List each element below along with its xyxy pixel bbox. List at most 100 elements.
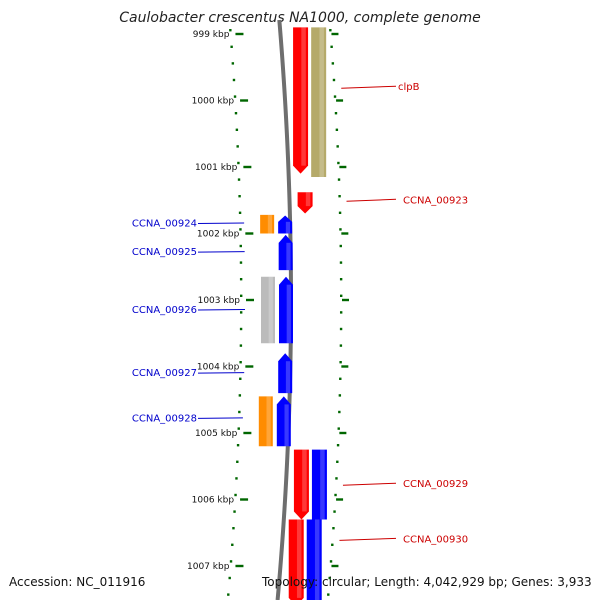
scale-dot xyxy=(239,361,242,364)
scale-dot xyxy=(239,377,242,380)
gene-shade xyxy=(296,519,302,598)
gene-shade xyxy=(268,276,273,344)
gene-shade xyxy=(284,404,289,447)
scale-dot xyxy=(333,510,336,513)
scale-dot xyxy=(339,244,342,248)
scale-dot xyxy=(332,78,336,82)
scale-dot xyxy=(237,178,241,181)
feature-label: CCNA_00930 xyxy=(403,534,468,545)
leader-line xyxy=(197,251,245,253)
major-tick xyxy=(246,298,254,302)
scale-dot xyxy=(337,427,340,430)
scale-dot xyxy=(229,29,232,32)
scale-dot xyxy=(230,45,233,48)
scale-dot xyxy=(339,344,343,347)
gene-feature xyxy=(258,396,273,447)
major-tick xyxy=(339,165,347,169)
scale-dot xyxy=(329,560,333,563)
gene-feature xyxy=(297,192,313,214)
major-tick xyxy=(341,232,349,235)
tick-label: 999 kbp xyxy=(193,30,230,40)
scale-dot xyxy=(236,444,240,447)
genes-value: Genes: 3,933 xyxy=(504,575,592,589)
gene-feature xyxy=(311,449,327,520)
gene-feature xyxy=(260,214,275,234)
scale-dot xyxy=(232,527,235,530)
gene-feature xyxy=(293,27,309,174)
scale-dot xyxy=(229,560,233,563)
major-tick xyxy=(339,431,347,435)
scale-dot xyxy=(239,261,243,264)
tick-label: 1000 kbp xyxy=(192,97,235,107)
major-tick xyxy=(331,32,339,36)
scale-dot xyxy=(336,460,339,463)
scale-dot xyxy=(235,128,239,131)
gene-shade xyxy=(302,449,307,512)
gene-feature xyxy=(278,276,293,344)
scale-dot xyxy=(234,112,238,115)
gene-shade xyxy=(301,27,306,166)
scale-dot xyxy=(238,211,242,214)
scale-dot xyxy=(236,460,239,463)
length-value: Length: 4,042,929 bp xyxy=(366,575,503,589)
scale-dot xyxy=(337,178,341,181)
scale-dot xyxy=(237,427,240,430)
gene-feature xyxy=(276,396,291,447)
leader-line xyxy=(342,482,397,486)
scale-dot xyxy=(232,78,236,82)
feature-label: CCNA_00926 xyxy=(132,305,197,316)
scale-dot xyxy=(331,543,334,546)
feature-label: CCNA_00924 xyxy=(132,219,197,230)
gene-feature xyxy=(278,215,293,234)
scale-dot xyxy=(234,493,237,497)
scale-dot xyxy=(338,394,342,397)
scale-dot xyxy=(235,477,238,480)
tick-label: 1003 kbp xyxy=(198,296,241,306)
scale-dot xyxy=(332,527,335,530)
scale-dot xyxy=(339,377,342,380)
scale-dot xyxy=(339,294,343,297)
scale-dot xyxy=(329,29,332,32)
tick-label: 1004 kbp xyxy=(197,363,240,373)
scale-dot xyxy=(227,593,230,596)
scale-dot xyxy=(339,228,342,231)
tick-label: 1002 kbp xyxy=(197,230,240,240)
leader-line xyxy=(339,537,397,541)
major-tick xyxy=(235,32,244,36)
leader-line xyxy=(346,198,397,202)
scale-dot xyxy=(239,344,243,347)
scale-dot xyxy=(239,327,243,331)
major-tick xyxy=(240,498,249,501)
scale-dot xyxy=(233,95,237,98)
minor-tick-dots xyxy=(227,29,343,596)
scale-dot xyxy=(336,145,339,148)
scale-dot xyxy=(337,161,340,165)
gene-shade xyxy=(319,27,324,177)
scale-dot xyxy=(228,576,231,580)
feature-label: CCNA_00927 xyxy=(132,368,197,379)
feature-label: CCNA_00928 xyxy=(132,413,197,424)
tick-label: 1006 kbp xyxy=(192,496,235,506)
leader-line xyxy=(197,222,245,225)
scale-dot xyxy=(333,95,337,98)
gene-feature xyxy=(260,276,275,344)
major-tick xyxy=(342,298,349,302)
feature-label: CCNA_00929 xyxy=(403,479,468,490)
gene-feature xyxy=(311,27,327,177)
topology-text: Topology: circularLength: 4,042,929 bpGe… xyxy=(262,575,592,589)
gene-shade xyxy=(286,284,291,344)
scale-dot xyxy=(335,477,338,480)
feature-labels: clpB CCNA_00923 CCNA_00924 CCNA_00925 CCNA_0… xyxy=(132,82,468,545)
major-tick xyxy=(341,365,349,368)
major-tick xyxy=(245,232,254,235)
major-tick xyxy=(240,99,249,102)
gene-feature xyxy=(278,353,293,394)
scale-dot xyxy=(239,244,242,248)
major-tick xyxy=(243,165,252,169)
major-tick xyxy=(331,564,339,568)
scale-dot xyxy=(236,145,239,148)
gene-shade xyxy=(314,519,320,600)
scale-dot xyxy=(237,161,240,165)
scale-dot xyxy=(330,45,333,48)
scale-dot xyxy=(338,410,341,414)
